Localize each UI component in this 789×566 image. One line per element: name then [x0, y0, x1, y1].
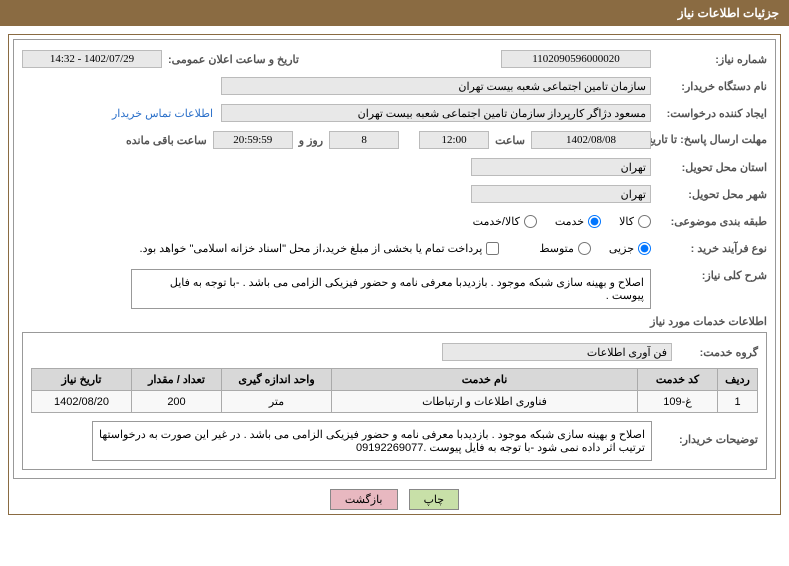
col-unit: واحد اندازه گیری — [222, 369, 332, 391]
radio-goods-service[interactable]: کالا/خدمت — [473, 215, 537, 228]
need-desc-box: اصلاح و بهینه سازی شبکه موجود . بازدیدبا… — [131, 269, 651, 309]
radio-service[interactable]: خدمت — [555, 215, 601, 228]
service-group-label: گروه خدمت: — [678, 346, 758, 359]
cell-date: 1402/08/20 — [32, 391, 132, 413]
services-section: گروه خدمت: ردیف کد خدمت نام خدمت واحد ان… — [22, 332, 767, 470]
cell-row: 1 — [718, 391, 758, 413]
services-table: ردیف کد خدمت نام خدمت واحد اندازه گیری ت… — [31, 368, 758, 413]
need-number-field — [501, 50, 651, 68]
requester-label: ایجاد کننده درخواست: — [657, 107, 767, 120]
services-header: اطلاعات خدمات مورد نیاز — [22, 315, 767, 328]
col-name: نام خدمت — [332, 369, 638, 391]
hours-remaining-label: ساعت باقی مانده — [126, 134, 207, 147]
main-container: شماره نیاز: تاریخ و ساعت اعلان عمومی: نا… — [8, 34, 781, 515]
days-remaining-field — [329, 131, 399, 149]
announce-datetime-label: تاریخ و ساعت اعلان عمومی: — [168, 53, 299, 66]
col-qty: تعداد / مقدار — [132, 369, 222, 391]
buyer-org-label: نام دستگاه خریدار: — [657, 80, 767, 93]
delivery-province-label: استان محل تحویل: — [657, 161, 767, 174]
islamic-treasury-checkbox[interactable]: پرداخت تمام یا بخشی از مبلغ خرید،از محل … — [140, 242, 500, 255]
radio-goods[interactable]: کالا — [619, 215, 651, 228]
purchase-type-radios: جزیی متوسط — [539, 242, 651, 255]
subject-class-label: طبقه بندی موضوعی: — [657, 215, 767, 228]
delivery-province-field — [471, 158, 651, 176]
delivery-city-label: شهر محل تحویل: — [657, 188, 767, 201]
buyer-org-field — [221, 77, 651, 95]
delivery-city-field — [471, 185, 651, 203]
radio-medium[interactable]: متوسط — [539, 242, 591, 255]
service-group-field — [442, 343, 672, 361]
deadline-date-field — [531, 131, 651, 149]
cell-code: غ-109 — [638, 391, 718, 413]
back-button[interactable]: بازگشت — [330, 489, 398, 510]
need-desc-label: شرح کلی نیاز: — [657, 269, 767, 282]
button-row: چاپ بازگشت — [13, 489, 776, 510]
deadline-time-field — [419, 131, 489, 149]
deadline-label: مهلت ارسال پاسخ: تا تاریخ: — [657, 133, 767, 147]
announce-datetime-field — [22, 50, 162, 68]
cell-unit: متر — [222, 391, 332, 413]
days-and-label: روز و — [299, 134, 323, 147]
form-panel: شماره نیاز: تاریخ و ساعت اعلان عمومی: نا… — [13, 39, 776, 479]
page-header: جزئیات اطلاعات نیاز — [0, 0, 789, 26]
need-number-label: شماره نیاز: — [657, 53, 767, 66]
hours-remaining-field — [213, 131, 293, 149]
radio-minor[interactable]: جزیی — [609, 242, 651, 255]
col-date: تاریخ نیاز — [32, 369, 132, 391]
col-code: کد خدمت — [638, 369, 718, 391]
table-row: 1 غ-109 فناوری اطلاعات و ارتباطات متر 20… — [32, 391, 758, 413]
print-button[interactable]: چاپ — [409, 489, 460, 510]
cell-qty: 200 — [132, 391, 222, 413]
buyer-notes-box: اصلاح و بهینه سازی شبکه موجود . بازدیدبا… — [92, 421, 652, 461]
purchase-type-label: نوع فرآیند خرید : — [657, 242, 767, 255]
page-title: جزئیات اطلاعات نیاز — [678, 6, 779, 20]
subject-class-radios: کالا خدمت کالا/خدمت — [473, 215, 651, 228]
cell-name: فناوری اطلاعات و ارتباطات — [332, 391, 638, 413]
buyer-notes-label: توضیحات خریدار: — [658, 433, 758, 446]
col-row: ردیف — [718, 369, 758, 391]
time-label: ساعت — [495, 134, 525, 147]
requester-field — [221, 104, 651, 122]
buyer-contact-link[interactable]: اطلاعات تماس خریدار — [112, 107, 213, 120]
